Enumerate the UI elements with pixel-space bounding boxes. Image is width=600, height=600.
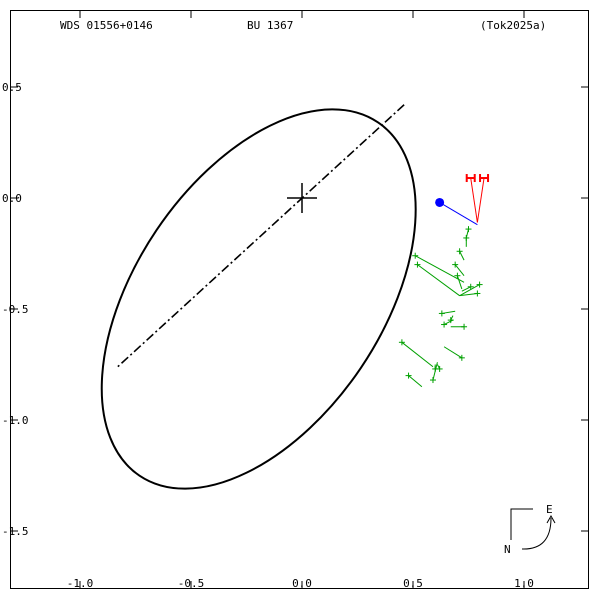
observation-point bbox=[443, 346, 465, 361]
speckle-point bbox=[476, 174, 490, 223]
compass-east-label: E bbox=[546, 503, 553, 516]
observation-residual bbox=[456, 275, 463, 290]
observation-residual bbox=[459, 251, 465, 261]
compass-arrow bbox=[521, 517, 552, 550]
observation-point bbox=[436, 364, 443, 372]
observation-residual bbox=[443, 319, 454, 325]
header-center: BU 1367 bbox=[247, 19, 293, 32]
plot-frame bbox=[10, 10, 589, 589]
y-tick-label: -0.5 bbox=[2, 303, 29, 316]
observation-residual bbox=[417, 264, 460, 297]
observation-point bbox=[412, 252, 465, 283]
predicted-position-layer bbox=[435, 197, 478, 226]
observation-point bbox=[447, 315, 454, 324]
observation-point bbox=[452, 261, 465, 277]
axis-tick-labels: -1.0 -0.5 0.0 0.5 1.0 0.5 0.0 -0.5 -1.0 -1.5 bbox=[2, 81, 534, 590]
compass-arrowhead bbox=[546, 514, 556, 524]
x-tick-label: -1.0 bbox=[67, 577, 94, 590]
speckle-layer bbox=[465, 174, 490, 223]
x-tick-label: -0.5 bbox=[178, 577, 205, 590]
observation-point bbox=[429, 362, 438, 384]
observation-point bbox=[459, 290, 481, 297]
observation-point bbox=[463, 234, 470, 247]
x-tick-label: 1.0 bbox=[514, 577, 534, 590]
y-tick-label: -1.0 bbox=[2, 414, 29, 427]
y-tick-label: 0.0 bbox=[2, 192, 22, 205]
observation-residual bbox=[408, 375, 423, 388]
predicted-dot bbox=[435, 197, 445, 207]
observation-residual bbox=[432, 362, 438, 381]
observation-point bbox=[454, 272, 463, 290]
observation-point bbox=[398, 339, 434, 368]
observation-point bbox=[405, 372, 423, 388]
observation-residual bbox=[401, 341, 434, 368]
observation-residual bbox=[459, 284, 480, 297]
observation-point bbox=[414, 261, 460, 297]
x-tick-label: 0.5 bbox=[403, 577, 423, 590]
y-tick-label: 0.5 bbox=[2, 81, 22, 94]
compass-north-label: N bbox=[504, 543, 511, 556]
observation-residual bbox=[443, 346, 463, 359]
observation-residual bbox=[454, 264, 465, 277]
observation-point bbox=[461, 283, 474, 292]
y-tick-label: -1.5 bbox=[2, 525, 29, 538]
axis-ticks bbox=[11, 11, 588, 588]
observation-point bbox=[459, 281, 483, 297]
compass-frame bbox=[510, 508, 533, 540]
speckle-residual bbox=[476, 177, 485, 223]
observation-point bbox=[456, 248, 465, 261]
observation-point bbox=[450, 323, 468, 330]
compass: E N bbox=[504, 503, 556, 556]
line-of-nodes bbox=[117, 104, 405, 368]
header-right: (Tok2025a) bbox=[480, 19, 546, 32]
observation-residual bbox=[461, 286, 471, 292]
speckle-point bbox=[465, 174, 478, 223]
header-left: WDS 01556+0146 bbox=[60, 19, 153, 32]
primary-star-marker bbox=[287, 183, 317, 213]
observations-layer bbox=[398, 226, 483, 388]
observation-point bbox=[441, 319, 454, 328]
orbit-ellipse bbox=[100, 108, 417, 490]
observation-point bbox=[438, 310, 456, 317]
x-tick-label: 0.0 bbox=[292, 577, 312, 590]
speckle-residual bbox=[470, 177, 478, 223]
observation-residual bbox=[414, 255, 465, 283]
predicted-line bbox=[439, 202, 478, 226]
